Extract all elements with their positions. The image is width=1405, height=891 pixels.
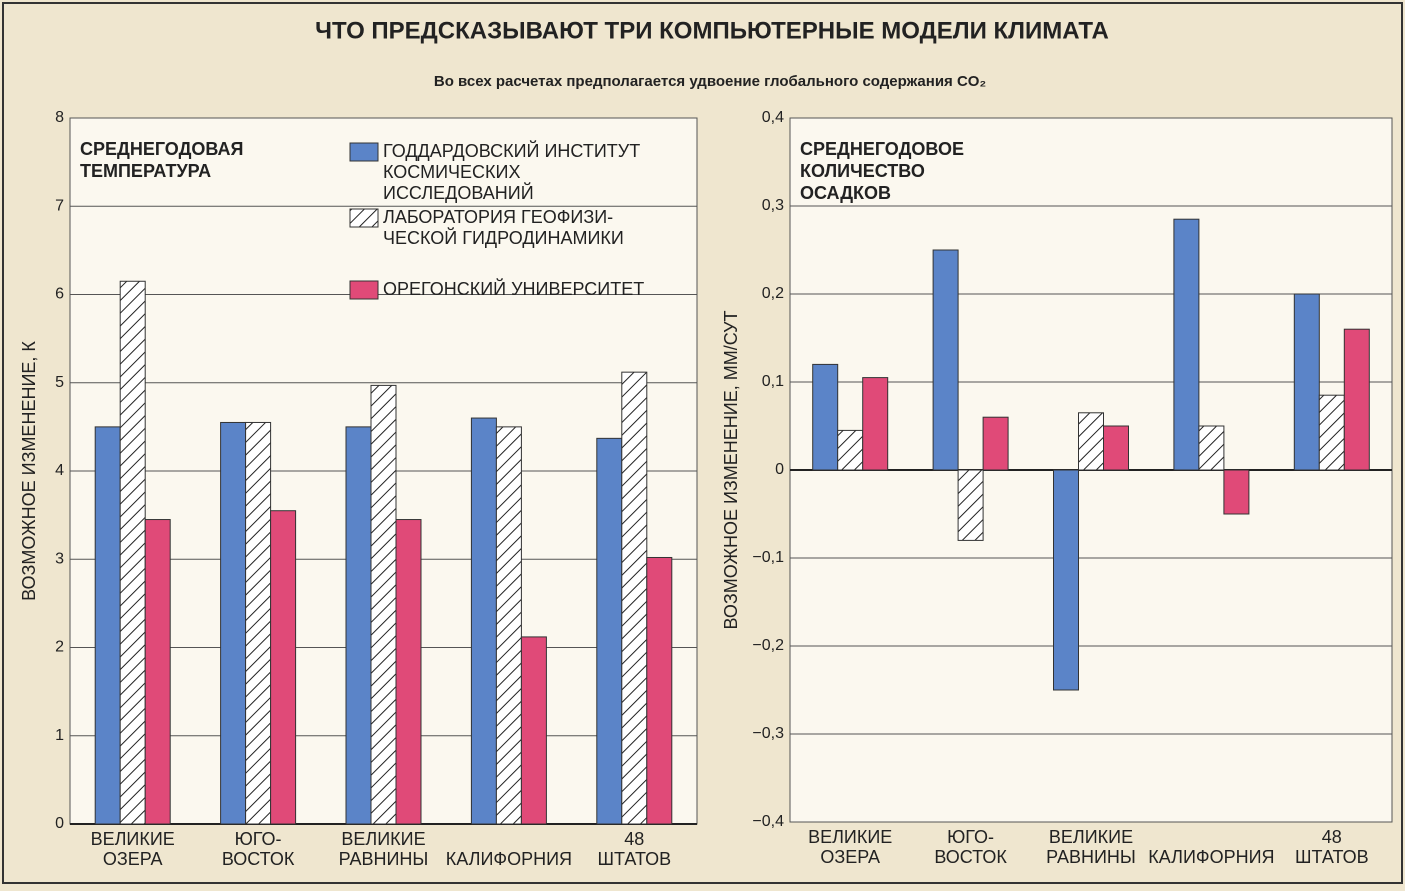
legend-label: ГОДДАРДОВСКИЙ ИНСТИТУТ [383, 140, 640, 161]
x-tick-label: 48 [1322, 827, 1342, 847]
y-tick-label: −0,1 [752, 549, 784, 566]
y-tick-label: 2 [55, 639, 64, 656]
x-tick-label: ВЕЛИКИЕ [1049, 827, 1133, 847]
bar [1223, 469, 1250, 515]
y-tick-label: 0,4 [762, 109, 784, 126]
x-tick-label: ОЗЕРА [103, 849, 163, 869]
panel-title: СРЕДНЕГОДОВАЯ [80, 139, 243, 159]
bar [370, 384, 397, 825]
y-tick-label: 3 [55, 550, 64, 567]
bar [1078, 412, 1104, 471]
x-tick-label: РАВНИНЫ [1046, 847, 1136, 867]
bar [812, 363, 839, 471]
y-tick-label: 5 [55, 374, 64, 391]
bar [1343, 328, 1370, 471]
legend-swatch [349, 142, 379, 162]
bar [621, 371, 648, 825]
bar [932, 249, 959, 471]
y-axis-label: ВОЗМОЖНОЕ ИЗМЕНЕНИЕ, К [19, 341, 39, 601]
y-tick-label: 8 [55, 109, 64, 126]
legend-label: КОСМИЧЕСКИХ [383, 162, 520, 182]
y-tick-label: 0 [775, 461, 784, 478]
x-tick-label: ЮГО- [235, 829, 282, 849]
y-tick-label: 6 [55, 286, 64, 303]
x-tick-label: ВЕЛИКИЕ [341, 829, 425, 849]
panel-title: КОЛИЧЕСТВО [800, 161, 925, 181]
panel-title: ТЕМПЕРАТУРА [80, 161, 211, 181]
x-tick-label: ВОСТОК [934, 847, 1007, 867]
bar [245, 421, 272, 825]
panel-title: ОСАДКОВ [800, 183, 891, 203]
bar [957, 469, 984, 541]
bar [94, 426, 121, 825]
bar [345, 426, 372, 825]
y-tick-label: 0 [55, 815, 64, 832]
x-tick-label: ШТАТОВ [597, 849, 671, 869]
bar [470, 417, 497, 825]
y-tick-label: 1 [55, 727, 64, 744]
bar [1173, 218, 1200, 471]
x-tick-label: ОЗЕРА [820, 847, 880, 867]
bar [144, 519, 171, 825]
x-tick-label: ШТАТОВ [1295, 847, 1369, 867]
bar [646, 556, 673, 825]
y-tick-label: 0,3 [762, 197, 784, 214]
x-tick-label: 48 [624, 829, 644, 849]
x-tick-label: КАЛИФОРНИЯ [446, 849, 572, 869]
bar [220, 421, 247, 825]
bar [520, 636, 547, 825]
bar [495, 426, 522, 825]
x-tick-label: ЮГО- [947, 827, 994, 847]
bar [1053, 469, 1079, 691]
bar [982, 416, 1009, 471]
y-tick-label: −0,2 [752, 637, 784, 654]
bar [837, 429, 864, 471]
panel-title: СРЕДНЕГОДОВОЕ [800, 139, 964, 159]
y-tick-label: 0,2 [762, 285, 784, 302]
chart-title: ЧТО ПРЕДСКАЗЫВАЮТ ТРИ КОМПЬЮТЕРНЫЕ МОДЕЛ… [315, 17, 1109, 44]
bar [862, 377, 889, 471]
y-tick-label: −0,4 [752, 813, 784, 830]
bar [270, 510, 297, 825]
legend-label: ЛАБОРАТОРИЯ ГЕОФИЗИ- [383, 207, 613, 227]
y-tick-label: 0,1 [762, 373, 784, 390]
bar [596, 437, 623, 825]
subtitle: Во всех расчетах предполагается удвоение… [434, 73, 986, 90]
legend-label: ЧЕСКОЙ ГИДРОДИНАМИКИ [383, 227, 624, 248]
x-tick-label: ВЕЛИКИЕ [808, 827, 892, 847]
legend-swatch [349, 208, 379, 228]
y-tick-label: −0,3 [752, 725, 784, 742]
bar [395, 519, 422, 825]
legend-label: ОРЕГОНСКИЙ УНИВЕРСИТЕТ [383, 278, 644, 299]
x-tick-label: РАВНИНЫ [339, 849, 429, 869]
x-tick-label: ВОСТОК [222, 849, 295, 869]
legend-label: ИССЛЕДОВАНИЙ [383, 182, 534, 203]
bar [1293, 293, 1320, 471]
y-axis-label: ВОЗМОЖНОЕ ИЗМЕНЕНИЕ, ММ/СУТ [721, 310, 741, 629]
legend-swatch [349, 280, 379, 300]
y-tick-label: 4 [55, 462, 64, 479]
x-tick-label: КАЛИФОРНИЯ [1148, 847, 1274, 867]
bar [1318, 394, 1345, 471]
y-tick-label: 7 [55, 197, 64, 214]
x-tick-label: ВЕЛИКИЕ [91, 829, 175, 849]
bar [119, 280, 146, 825]
bar [1198, 425, 1225, 471]
bar [1103, 425, 1129, 471]
